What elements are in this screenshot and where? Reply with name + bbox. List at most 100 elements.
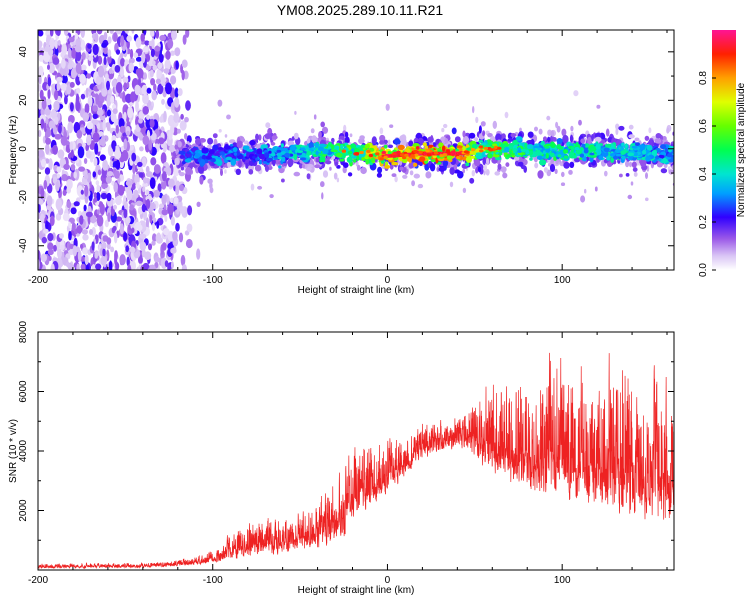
heatmap-cell	[556, 125, 561, 133]
heatmap-cell	[224, 169, 227, 174]
heatmap-x-ticks: -200 -100 0 100	[28, 30, 668, 286]
heatmap-cell	[289, 146, 296, 151]
heatmap-cell	[556, 144, 562, 150]
heatmap-cell	[54, 38, 58, 50]
heatmap-cell	[443, 123, 448, 129]
heatmap-cell	[450, 168, 455, 175]
heatmap-cell	[174, 97, 180, 108]
heatmap-cell	[85, 150, 92, 159]
heatmap-cell	[402, 174, 408, 179]
heatmap-cell	[584, 188, 587, 194]
heatmap-cell	[314, 164, 321, 169]
heatmap-cell	[339, 158, 345, 162]
heatmap-cell	[151, 90, 157, 101]
heatmap-frame	[37, 29, 675, 271]
heatmap-cell	[125, 216, 131, 224]
heatmap-cell	[673, 151, 674, 153]
heatmap-cell	[310, 128, 315, 134]
heatmap-cell	[63, 163, 70, 170]
heatmap-cell	[122, 76, 129, 84]
heatmap-cell	[126, 35, 132, 42]
heatmap-cell	[342, 166, 347, 174]
heatmap-cell	[123, 208, 128, 219]
heatmap-cell	[181, 264, 187, 270]
colorbar-tick-label: 0.2	[698, 215, 709, 229]
heatmap-cell	[83, 204, 87, 212]
heatmap-cell	[248, 169, 254, 175]
heatmap-cell	[61, 43, 68, 56]
colorbar-label: Normalized spectral amplitude	[736, 82, 747, 217]
heatmap-cell	[108, 260, 113, 270]
heatmap-cell	[547, 136, 551, 143]
heatmap-cell	[110, 112, 117, 123]
heatmap-cell	[325, 160, 332, 165]
heatmap-cell	[94, 33, 99, 43]
heatmap-cell	[136, 68, 144, 79]
heatmap-cell	[517, 161, 524, 167]
heatmap-cell	[112, 141, 116, 153]
heatmap-cell	[135, 56, 142, 62]
heatmap-cell	[217, 147, 224, 150]
heatmap-cell	[101, 183, 108, 189]
heatmap-cell	[306, 150, 312, 156]
heatmap-cell	[644, 135, 650, 141]
heatmap-cell	[114, 170, 120, 179]
heatmap-cell	[568, 169, 573, 175]
heatmap-cell	[387, 139, 391, 146]
heatmap-cell	[146, 87, 152, 94]
heatmap-cell	[418, 150, 423, 154]
heatmap-cell	[615, 128, 619, 135]
heatmap-cell	[46, 34, 51, 47]
heatmap-cell	[475, 152, 483, 157]
heatmap-cell	[119, 67, 125, 78]
heatmap-cell	[77, 146, 85, 159]
heatmap-cell	[121, 91, 126, 100]
heatmap-cell	[112, 108, 118, 114]
heatmap-cell	[50, 263, 55, 270]
heatmap-cell	[309, 147, 313, 152]
heatmap-cell	[178, 172, 185, 177]
heatmap-cell	[73, 201, 80, 207]
heatmap-cell	[115, 30, 123, 35]
heatmap-cell	[100, 255, 107, 266]
heatmap-cell	[242, 145, 250, 151]
heatmap-cell	[182, 160, 186, 165]
heatmap-cell	[336, 152, 343, 158]
heatmap-cell	[371, 157, 376, 162]
heatmap-cell	[131, 152, 137, 162]
heatmap-cell	[156, 236, 164, 244]
heatmap-cell	[153, 83, 157, 92]
heatmap-cell	[150, 48, 155, 58]
heatmap-cell	[258, 159, 262, 165]
heatmap-cell	[264, 164, 270, 172]
heatmap-cell	[96, 215, 104, 227]
heatmap-cell	[506, 154, 513, 158]
heatmap-cell	[220, 168, 223, 176]
heatmap-cell	[408, 140, 414, 147]
heatmap-cell	[674, 147, 679, 151]
heatmap-cell	[87, 43, 92, 49]
heatmap-cell	[281, 178, 285, 183]
heatmap-cell	[482, 156, 487, 166]
heatmap-cell	[178, 232, 184, 243]
heatmap-cell	[57, 39, 61, 46]
heatmap-cell	[250, 183, 255, 191]
heatmap-cell	[86, 73, 92, 79]
heatmap-cell	[201, 147, 209, 154]
heatmap-cell	[344, 131, 349, 138]
heatmap-cell	[635, 142, 640, 147]
heatmap-cell	[115, 195, 122, 206]
heatmap-cell	[92, 105, 98, 112]
heatmap-cell	[213, 152, 221, 156]
heatmap-cell	[655, 133, 662, 139]
heatmap-cell	[149, 105, 154, 111]
heatmap-cell	[142, 186, 146, 193]
heatmap-cell	[71, 222, 76, 232]
heatmap-cell	[481, 152, 485, 158]
heatmap-cell	[75, 100, 81, 112]
heatmap-cell	[76, 263, 80, 270]
heatmap-cell	[645, 197, 649, 202]
heatmap-cell	[503, 146, 510, 153]
heatmap-cell	[92, 132, 100, 143]
heatmap-cell	[108, 68, 112, 74]
